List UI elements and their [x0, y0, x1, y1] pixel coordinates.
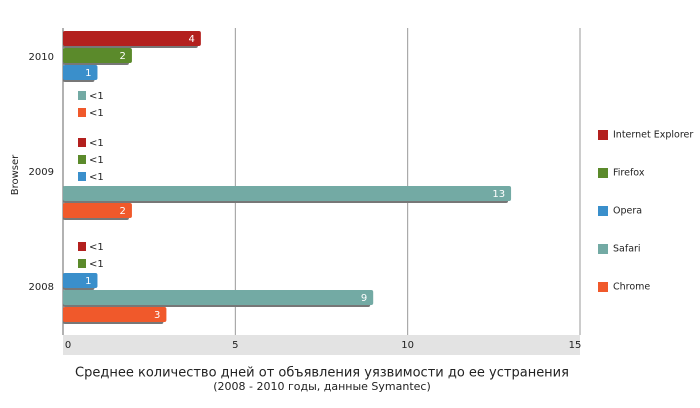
- bar: [78, 138, 86, 147]
- data-label: <1: [89, 242, 104, 253]
- y-tick-label: 2008: [29, 282, 54, 293]
- legend-swatch: [598, 130, 608, 140]
- bar: [78, 155, 86, 164]
- legend-label: Opera: [613, 206, 642, 217]
- bar: [63, 203, 132, 218]
- x-tick-label: 5: [232, 340, 238, 351]
- legend-label: Firefox: [613, 168, 645, 179]
- bar: [63, 290, 374, 305]
- legend-label: Internet Explorer: [613, 130, 693, 141]
- bar: [63, 48, 132, 63]
- y-axis-title: Browser: [10, 154, 21, 195]
- data-label: 1: [85, 276, 91, 287]
- data-label: 2: [120, 206, 126, 217]
- bar: [63, 307, 167, 322]
- data-label: <1: [89, 155, 104, 166]
- data-label: 9: [361, 293, 367, 304]
- legend-label: Chrome: [613, 282, 650, 293]
- legend-swatch: [598, 168, 608, 178]
- x-axis-band: [63, 335, 580, 355]
- y-tick-label: 2009: [29, 167, 54, 178]
- data-label: 4: [188, 34, 194, 45]
- legend-swatch: [598, 244, 608, 254]
- bar: [78, 259, 86, 268]
- bar: [78, 242, 86, 251]
- bar: [63, 31, 201, 46]
- data-label: <1: [89, 259, 104, 270]
- data-label: <1: [89, 138, 104, 149]
- data-label: <1: [89, 108, 104, 119]
- bar: [78, 91, 86, 100]
- bar: [78, 172, 86, 181]
- bar: [63, 65, 98, 80]
- x-tick-label: 0: [65, 340, 71, 351]
- data-label: 13: [492, 189, 505, 200]
- chart-subtitle: (2008 - 2010 годы, данные Symantec): [213, 380, 431, 393]
- bar: [63, 186, 512, 201]
- data-label: 3: [154, 310, 160, 321]
- bar: [63, 273, 98, 288]
- bar: [78, 108, 86, 117]
- data-label: <1: [89, 91, 104, 102]
- legend-swatch: [598, 282, 608, 292]
- data-label: 1: [85, 68, 91, 79]
- legend-label: Safari: [613, 244, 641, 255]
- x-tick-label: 10: [401, 340, 414, 351]
- x-tick-label: 15: [569, 340, 582, 351]
- chart-title: Среднее количество дней от объявления уя…: [75, 366, 569, 381]
- data-label: <1: [89, 172, 104, 183]
- y-tick-label: 2010: [29, 52, 54, 63]
- data-label: 2: [120, 51, 126, 62]
- legend-swatch: [598, 206, 608, 216]
